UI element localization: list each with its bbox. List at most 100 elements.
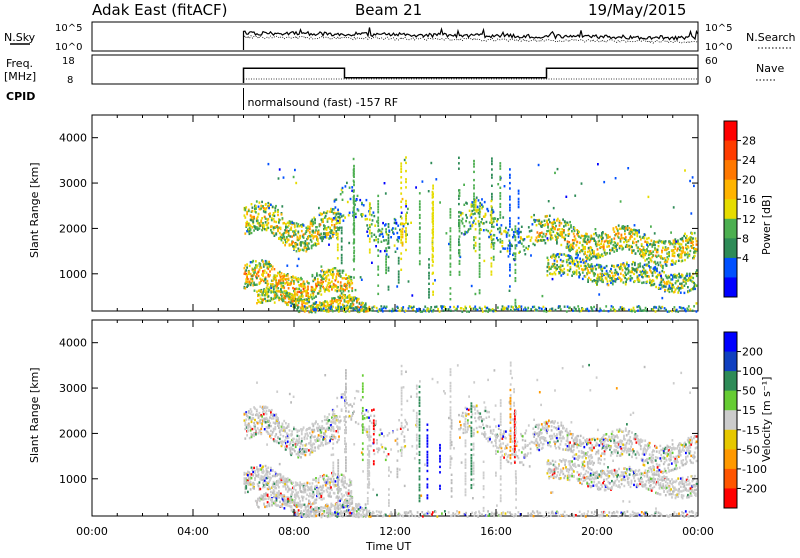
echo-cell bbox=[681, 254, 683, 256]
echo-cell bbox=[297, 278, 299, 280]
echo-cell bbox=[303, 237, 305, 239]
echo-cell bbox=[584, 241, 586, 243]
echo-cell bbox=[561, 228, 563, 230]
echo-cell bbox=[687, 252, 689, 254]
echo-cell bbox=[259, 406, 261, 408]
echo-cell bbox=[275, 484, 277, 486]
echo-cell bbox=[313, 297, 315, 299]
echo-cell bbox=[318, 487, 320, 489]
echo-cell bbox=[450, 241, 452, 243]
echo-cell bbox=[353, 165, 355, 167]
echo-cell bbox=[258, 206, 260, 208]
echo-cell bbox=[563, 229, 565, 231]
echo-cell bbox=[597, 163, 599, 165]
echo-cell bbox=[298, 497, 300, 499]
echo-cell bbox=[432, 201, 434, 203]
echo-cell bbox=[525, 247, 527, 249]
echo-cell bbox=[581, 182, 583, 184]
echo-cell bbox=[293, 248, 295, 250]
echo-cell bbox=[674, 263, 676, 265]
echo-cell bbox=[337, 300, 339, 302]
echo-cell bbox=[344, 480, 346, 482]
echo-cell bbox=[322, 281, 324, 283]
echo-cell bbox=[267, 473, 269, 475]
echo-cell bbox=[509, 209, 511, 211]
echo-cell bbox=[601, 270, 603, 272]
echo-cell bbox=[250, 413, 252, 415]
echo-cell bbox=[279, 271, 281, 273]
echo-cell bbox=[247, 430, 249, 432]
echo-cell bbox=[254, 424, 256, 426]
echo-cell bbox=[395, 251, 397, 253]
echo-cell bbox=[265, 278, 267, 280]
echo-cell bbox=[309, 432, 311, 434]
echo-cell bbox=[305, 295, 307, 297]
echo-cell bbox=[427, 308, 429, 310]
echo-cell bbox=[601, 234, 603, 236]
echo-cell bbox=[306, 242, 308, 244]
echo-cell bbox=[432, 214, 434, 216]
echo-cell bbox=[321, 441, 323, 443]
echo-cell bbox=[298, 288, 300, 290]
echo-cell bbox=[491, 216, 493, 218]
echo-cell bbox=[314, 222, 316, 224]
echo-cell bbox=[509, 198, 511, 200]
echo-cell bbox=[282, 443, 284, 445]
echo-cell bbox=[297, 451, 299, 453]
echo-cell bbox=[562, 265, 564, 267]
echo-cell bbox=[499, 187, 501, 189]
echo-cell bbox=[691, 276, 693, 278]
echo-cell bbox=[499, 192, 501, 194]
echo-cell bbox=[286, 483, 288, 485]
echo-cell bbox=[313, 443, 315, 445]
beam-title: Beam 21 bbox=[355, 1, 422, 19]
echo-cell bbox=[303, 426, 305, 428]
echo-cell bbox=[289, 296, 291, 298]
echo-cell bbox=[580, 261, 582, 263]
echo-cell bbox=[366, 199, 368, 201]
echo-cell bbox=[254, 407, 256, 409]
echo-cell bbox=[604, 267, 606, 269]
echo-cell bbox=[341, 227, 343, 229]
echo-cell bbox=[405, 310, 407, 312]
echo-cell bbox=[432, 240, 434, 242]
echo-cell bbox=[432, 255, 434, 257]
echo-cell bbox=[301, 491, 303, 493]
echo-cell bbox=[644, 259, 646, 261]
echo-cell bbox=[255, 433, 257, 435]
echo-cell bbox=[246, 221, 248, 223]
echo-cell bbox=[317, 238, 319, 240]
echo-cell bbox=[250, 278, 252, 280]
echo-cell bbox=[555, 236, 557, 238]
echo-cell bbox=[493, 234, 495, 236]
echo-cell bbox=[351, 186, 353, 188]
echo-cell bbox=[545, 235, 547, 237]
echo-cell bbox=[432, 228, 434, 230]
echo-cell bbox=[549, 221, 551, 223]
echo-cell bbox=[266, 481, 268, 483]
echo-cell bbox=[305, 443, 307, 445]
echo-cell bbox=[269, 473, 271, 475]
echo-cell bbox=[275, 232, 277, 234]
echo-cell bbox=[674, 238, 676, 240]
echo-cell bbox=[576, 273, 578, 275]
echo-cell bbox=[283, 293, 285, 295]
echo-cell bbox=[582, 308, 584, 310]
echo-cell bbox=[297, 248, 299, 250]
echo-cell bbox=[312, 223, 314, 225]
echo-cell bbox=[267, 283, 269, 285]
echo-cell bbox=[661, 284, 663, 286]
echo-cell bbox=[518, 198, 520, 200]
echo-cell bbox=[327, 218, 329, 220]
echo-cell bbox=[520, 237, 522, 239]
echo-cell bbox=[282, 478, 284, 480]
echo-cell bbox=[288, 287, 290, 289]
echo-cell bbox=[339, 270, 341, 272]
echo-cell bbox=[251, 232, 253, 234]
echo-cell bbox=[652, 274, 654, 276]
echo-cell bbox=[312, 450, 314, 452]
echo-cell bbox=[463, 204, 465, 206]
echo-cell bbox=[475, 242, 477, 244]
echo-cell bbox=[273, 212, 275, 214]
echo-cell bbox=[353, 260, 355, 262]
